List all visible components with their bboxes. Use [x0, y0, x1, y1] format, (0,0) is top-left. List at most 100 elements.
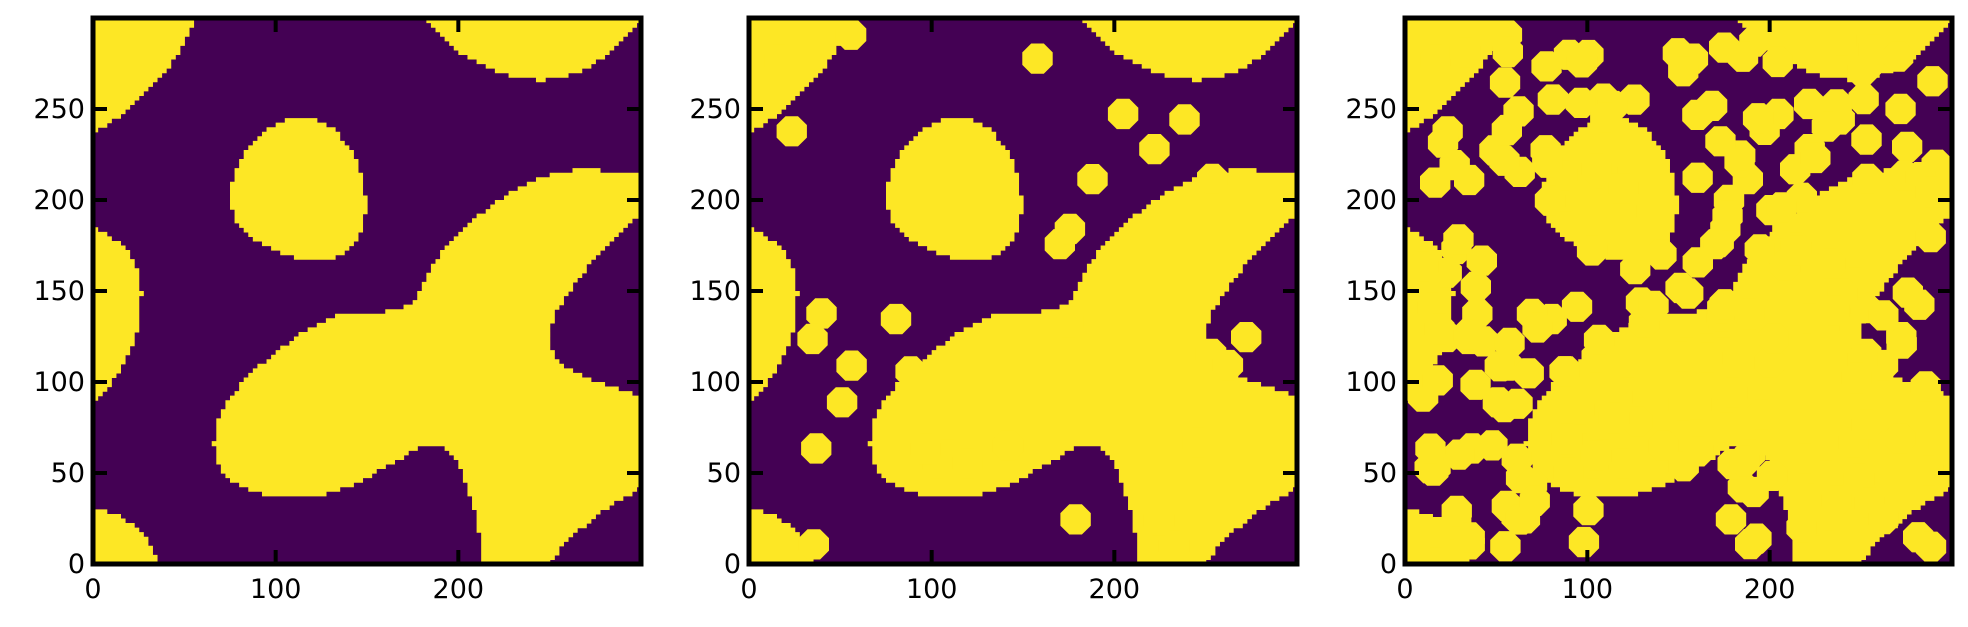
added-circle — [1794, 88, 1825, 120]
y-tick-label: 150 — [33, 276, 85, 307]
added-circle — [1868, 504, 1899, 535]
x-tick-label: 0 — [740, 574, 757, 605]
added-circle — [1060, 504, 1091, 535]
added-circle — [1197, 163, 1228, 194]
added-circle — [1532, 147, 1563, 178]
added-circle — [1553, 457, 1584, 488]
heatmap-area — [93, 18, 641, 564]
x-tick-label: 200 — [433, 574, 485, 605]
added-circle — [1646, 239, 1677, 270]
heatmap-cells — [93, 18, 641, 564]
added-circle — [952, 448, 983, 479]
added-circle — [1709, 289, 1740, 320]
added-circle — [1821, 485, 1852, 516]
x-tick-label: 0 — [1396, 574, 1413, 605]
added-circle — [1622, 406, 1653, 437]
added-circle — [1420, 44, 1451, 75]
added-circle — [1885, 93, 1916, 125]
added-circle — [1800, 142, 1831, 174]
added-circle — [1494, 327, 1525, 358]
added-circle — [1431, 257, 1462, 288]
added-circle — [1668, 390, 1699, 421]
added-circle — [1077, 164, 1108, 195]
added-circle — [1814, 530, 1845, 561]
added-circle — [1443, 439, 1475, 470]
heatmap-area — [1405, 18, 1952, 564]
added-circle — [1503, 96, 1534, 127]
y-tick-label: 100 — [1345, 367, 1397, 398]
added-circle — [1534, 185, 1566, 216]
added-circle — [1590, 102, 1621, 133]
y-tick-label: 150 — [689, 276, 741, 307]
added-circle — [1910, 371, 1941, 402]
added-circle — [1868, 300, 1899, 331]
added-circle — [1682, 162, 1713, 193]
added-circle — [1169, 104, 1200, 135]
added-circle — [797, 323, 828, 355]
added-circle — [1638, 290, 1669, 321]
added-circle — [1917, 66, 1948, 97]
added-circle — [1843, 463, 1875, 494]
y-tick-label: 150 — [1345, 276, 1397, 307]
added-circle — [835, 19, 867, 50]
added-circle — [1841, 362, 1872, 394]
added-circle — [1711, 412, 1742, 443]
added-circle — [1449, 37, 1481, 68]
added-circle — [1568, 526, 1600, 558]
added-circle — [1703, 227, 1734, 258]
added-circle — [1107, 98, 1139, 130]
added-circle — [1851, 124, 1882, 155]
added-circle — [1826, 25, 1857, 56]
added-circle — [1454, 522, 1485, 553]
added-circle — [1182, 427, 1214, 458]
added-circle — [1814, 248, 1846, 279]
added-circle — [910, 433, 941, 465]
added-circle — [1453, 319, 1484, 350]
added-circle — [1490, 531, 1521, 562]
added-circle — [1484, 351, 1515, 382]
added-circle — [1712, 200, 1743, 231]
panels-group: 0 100 200 0 50 100 150 200 250 0 100 200 0 50 100 150 20… — [33, 15, 1955, 605]
added-circle — [1581, 153, 1612, 184]
added-circle — [992, 430, 1024, 461]
y-tick-label: 250 — [689, 94, 741, 125]
y-tick-label: 0 — [1380, 549, 1397, 580]
added-circle — [1620, 254, 1651, 285]
added-circle — [1754, 347, 1785, 378]
added-circle — [1915, 221, 1946, 253]
added-circle — [1053, 306, 1084, 338]
added-circle — [806, 298, 837, 329]
added-circle — [1762, 46, 1793, 78]
added-circle — [1851, 409, 1882, 440]
added-circle — [1738, 476, 1769, 508]
added-circle — [1741, 523, 1772, 554]
added-circle — [1502, 388, 1533, 419]
added-circle — [1551, 423, 1583, 455]
y-tick-label: 200 — [689, 185, 741, 216]
added-circle — [1537, 84, 1568, 115]
added-circle — [1566, 47, 1598, 78]
added-circle — [1666, 341, 1697, 372]
added-circle — [776, 116, 807, 147]
added-circle — [1054, 213, 1086, 245]
added-circle — [1139, 134, 1170, 165]
added-circle — [1212, 349, 1244, 381]
x-tick-label: 0 — [84, 574, 101, 605]
added-circle — [1421, 517, 1452, 548]
added-circle — [1549, 356, 1580, 387]
added-circle — [1583, 324, 1615, 355]
added-circle — [1522, 312, 1553, 343]
added-circle — [1489, 145, 1520, 176]
added-circle — [895, 356, 926, 387]
x-tick-label: 100 — [250, 574, 302, 605]
added-circle — [1460, 271, 1491, 302]
added-circle — [1607, 448, 1638, 479]
added-circle — [1573, 495, 1604, 526]
added-circle — [1424, 313, 1455, 345]
heatmap-area — [749, 18, 1297, 564]
added-circle — [1885, 423, 1916, 454]
added-circle — [1883, 41, 1914, 72]
added-circle — [1892, 277, 1923, 308]
added-circle — [1915, 176, 1946, 208]
